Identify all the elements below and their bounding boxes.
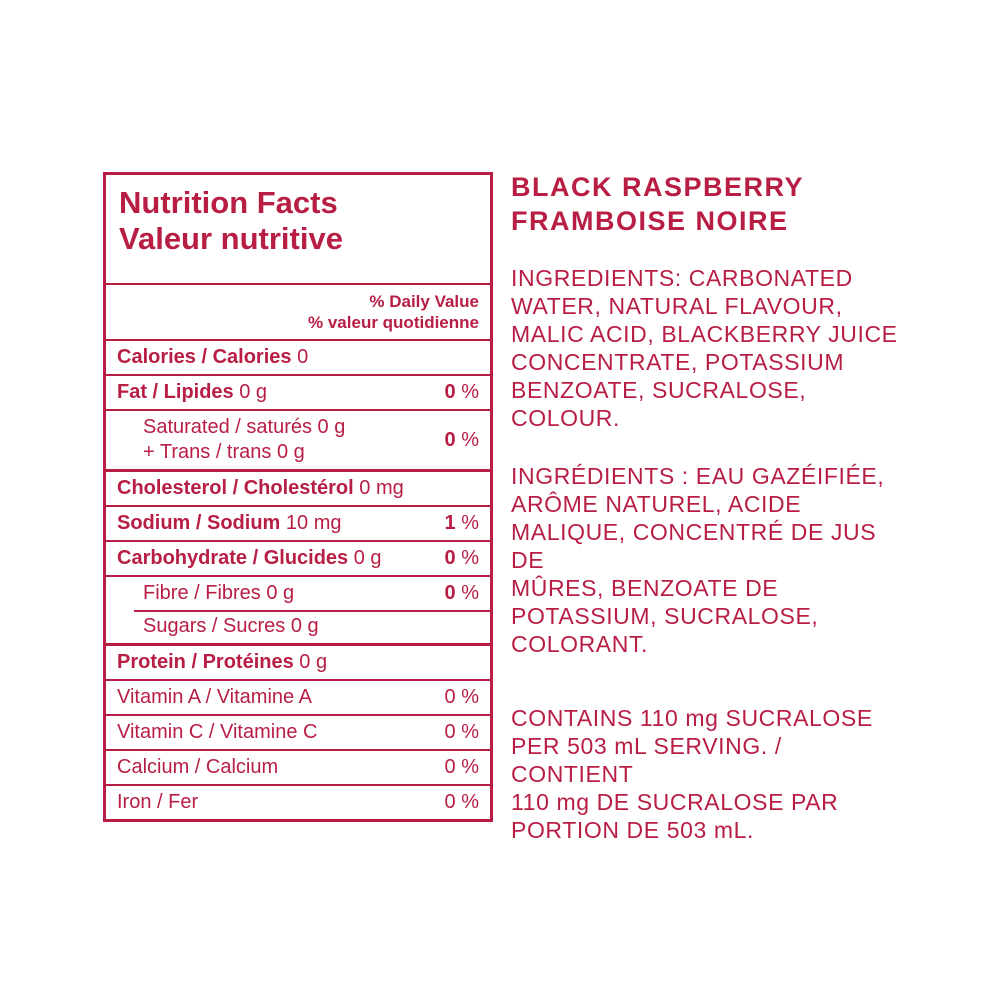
daily-value-percent: 0 % — [444, 791, 479, 813]
daily-value-header: % Daily Value % valeur quotidienne — [106, 283, 490, 339]
daily-value-percent: 0 % — [444, 582, 479, 604]
nutrient-label: Protein / Protéines 0 g — [117, 651, 328, 673]
nutrition-row-cholesterol: Cholesterol / Cholestérol 0 mg — [106, 469, 490, 505]
nutrition-facts-table: Nutrition Facts Valeur nutritive % Daily… — [103, 172, 493, 822]
nutrient-label: Fat / Lipides 0 g — [117, 381, 268, 403]
nutrition-row-calories: Calories / Calories 0 — [106, 339, 490, 374]
daily-value-percent: 0 % — [444, 428, 479, 451]
nutrition-facts-title-fr: Valeur nutritive — [119, 221, 343, 256]
nutrition-facts-title-en: Nutrition Facts — [119, 185, 338, 220]
nutrition-row-vitamin-a: Vitamin A / Vitamine A 0 % — [106, 679, 490, 714]
ingredients-fr: INGRÉDIENTS : EAU GAZÉIFIÉE, ARÔME NATUR… — [511, 463, 885, 657]
product-name: BLACK RASPBERRY FRAMBOISE NOIRE — [511, 172, 805, 236]
nutrition-facts-title: Nutrition Facts Valeur nutritive — [106, 175, 490, 257]
daily-value-percent: 0 % — [444, 547, 479, 569]
nutrition-row-sodium: Sodium / Sodium 10 mg 1 % — [106, 505, 490, 540]
contains-statement: CONTAINS 110 mg SUCRALOSE PER 503 mL SER… — [511, 705, 873, 843]
nutrition-row-iron: Iron / Fer 0 % — [106, 784, 490, 819]
daily-value-percent: 0 % — [444, 756, 479, 778]
product-info: BLACK RASPBERRY FRAMBOISE NOIRE INGREDIE… — [511, 170, 903, 844]
nutrition-row-fat: Fat / Lipides 0 g 0 % — [106, 374, 490, 409]
daily-value-header-fr: % valeur quotidienne — [308, 313, 479, 332]
nutrition-row-protein: Protein / Protéines 0 g — [106, 643, 490, 679]
daily-value-percent: 0 % — [444, 686, 479, 708]
nutrition-row-calcium: Calcium / Calcium 0 % — [106, 749, 490, 784]
nutrition-row-fibre: Fibre / Fibres 0 g 0 % — [106, 575, 490, 610]
nutrient-label: Vitamin C / Vitamine C — [117, 721, 318, 743]
nutrition-row-sugars: Sugars / Sucres 0 g — [106, 610, 490, 643]
nutrition-rows: Calories / Calories 0 Fat / Lipides 0 g 0 … — [106, 339, 490, 819]
ingredients-en: INGREDIENTS: CARBONATED WATER, NATURAL F… — [511, 265, 898, 431]
nutrient-label: Cholesterol / Cholestérol 0 mg — [117, 477, 404, 499]
nutrient-label: Calories / Calories 0 — [117, 346, 309, 368]
nutrient-label: Carbohydrate / Glucides 0 g — [117, 547, 382, 569]
nutrition-row-saturated-trans: Saturated / saturés 0 g + Trans / trans … — [106, 409, 490, 469]
nutrient-label: Vitamin A / Vitamine A — [117, 686, 312, 708]
nutrient-label: Sodium / Sodium 10 mg — [117, 512, 342, 534]
nutrient-label: Iron / Fer — [117, 791, 199, 813]
daily-value-percent: 1 % — [444, 512, 479, 534]
nutrient-label: Sugars / Sucres 0 g — [143, 615, 319, 637]
daily-value-percent: 0 % — [444, 381, 479, 403]
nutrition-row-carbohydrate: Carbohydrate / Glucides 0 g 0 % — [106, 540, 490, 575]
daily-value-header-en: % Daily Value — [369, 292, 479, 311]
daily-value-percent: 0 % — [444, 721, 479, 743]
nutrition-row-vitamin-c: Vitamin C / Vitamine C 0 % — [106, 714, 490, 749]
nutrient-label: Fibre / Fibres 0 g — [143, 582, 295, 604]
nutrient-label: Calcium / Calcium — [117, 756, 279, 778]
nutrient-label: Saturated / saturés 0 g + Trans / trans … — [143, 416, 346, 463]
